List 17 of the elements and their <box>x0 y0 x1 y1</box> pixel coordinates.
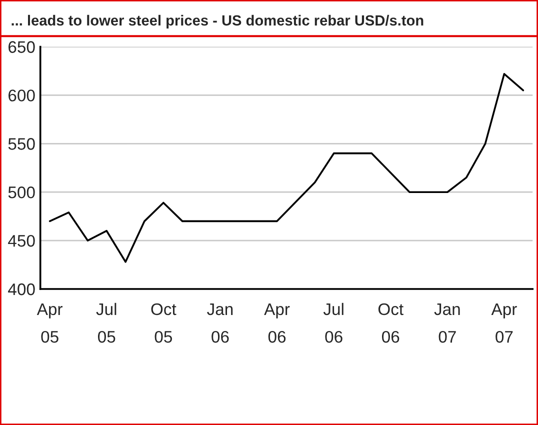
line-series <box>48 72 524 263</box>
x-tick-label: Jul 06 <box>323 302 344 343</box>
y-tick-label: 650 <box>8 41 35 53</box>
y-tick-label: 600 <box>8 90 35 102</box>
y-tick-label: 400 <box>8 283 35 296</box>
x-tick-label: Apr 07 <box>491 304 517 343</box>
y-tick-label: 500 <box>8 186 35 198</box>
x-tick-label: Jan 07 <box>434 304 460 343</box>
x-tick-label: Oct 06 <box>378 303 404 343</box>
x-tick-label: Jan 06 <box>207 304 233 343</box>
x-tick-label: Apr 06 <box>264 304 290 343</box>
y-tick-label: 450 <box>8 234 35 247</box>
x-tick-label: Jul 05 <box>96 302 116 343</box>
x-tick-label: Apr 05 <box>36 304 63 343</box>
x-tick-label: Oct 05 <box>151 303 176 343</box>
y-tick-label: 550 <box>8 138 35 150</box>
chart-title: ... leads to lower steel prices - US domestic rebar USD/s.ton <box>12 14 424 28</box>
